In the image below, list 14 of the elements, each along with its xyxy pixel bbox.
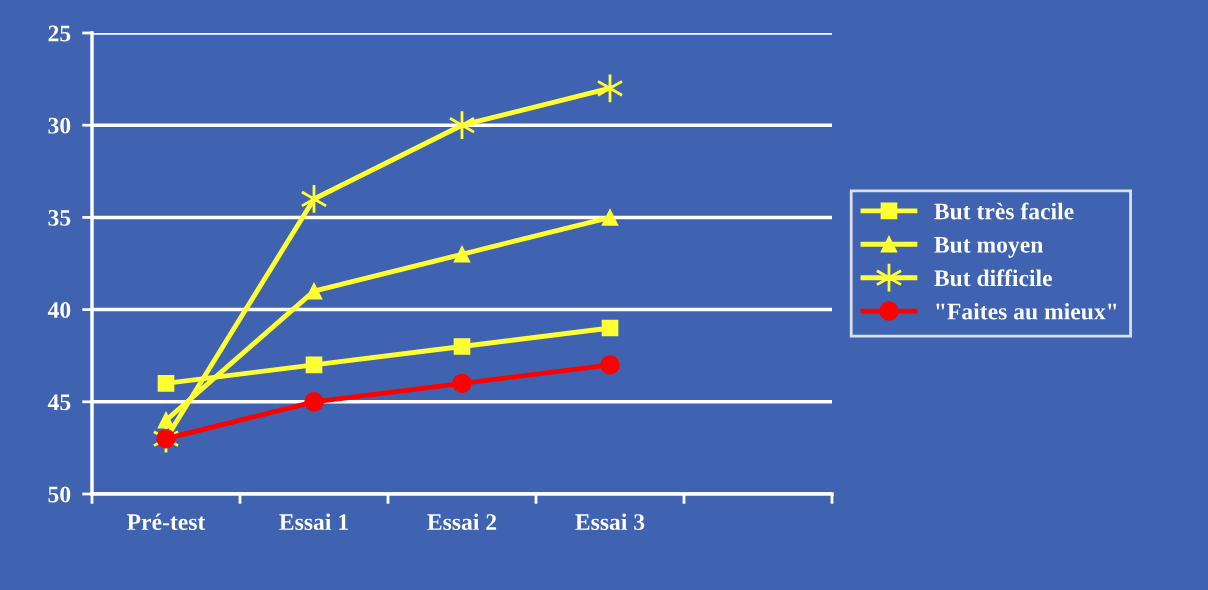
y-tick-label: 25 bbox=[48, 25, 71, 42]
y-tick-label: 50 bbox=[48, 486, 71, 503]
legend-label: But très facile bbox=[934, 202, 1074, 220]
y-tick-label: 35 bbox=[48, 209, 71, 226]
legend-label: "Faites au mieux" bbox=[936, 302, 1117, 320]
x-tick-label: Pré-test bbox=[127, 513, 206, 531]
y-tick-label: 45 bbox=[47, 394, 71, 411]
legend-label: But moyen bbox=[934, 237, 1044, 258]
y-tick-label: 40 bbox=[47, 302, 71, 319]
legend-label: But difficile bbox=[934, 269, 1052, 287]
x-tick-label: Essai 1 bbox=[279, 513, 348, 531]
y-tick-label: 30 bbox=[48, 117, 71, 134]
x-tick-label: Essai 2 bbox=[427, 513, 497, 531]
x-tick-label: Essai 3 bbox=[575, 513, 645, 531]
